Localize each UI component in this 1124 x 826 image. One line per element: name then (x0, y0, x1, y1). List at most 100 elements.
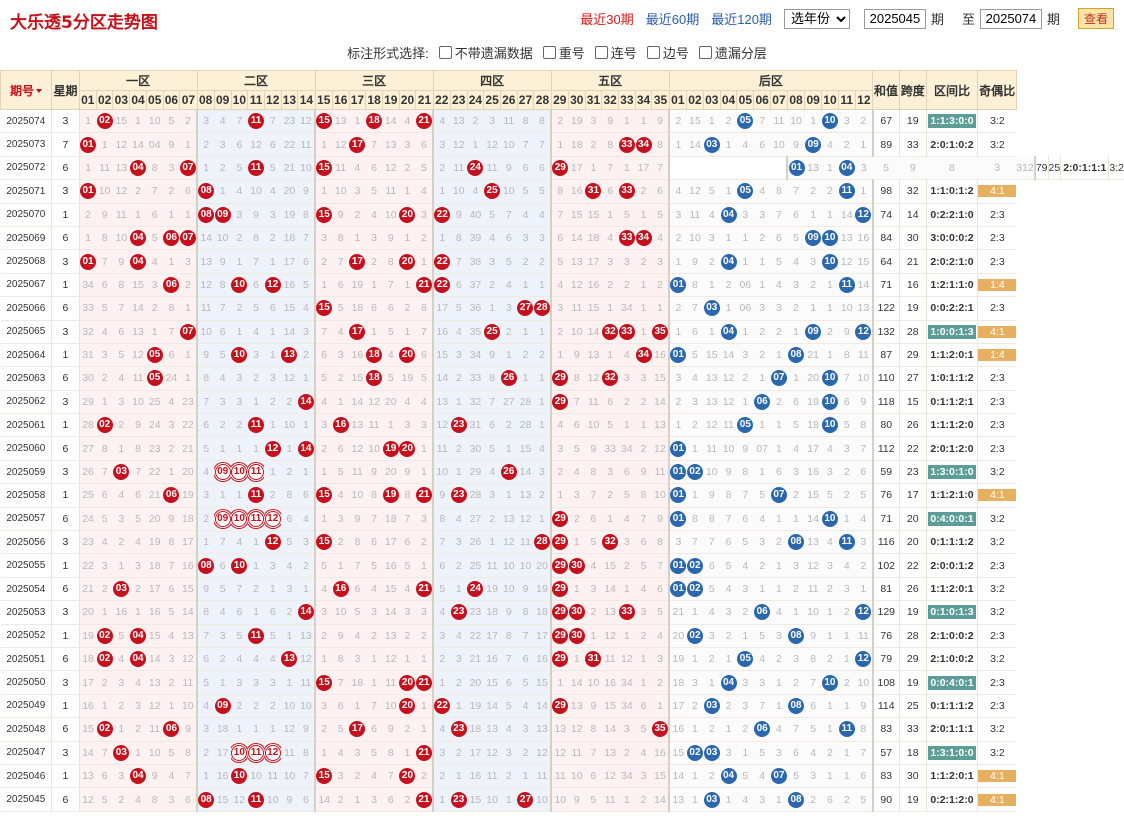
checkbox[interactable] (594, 45, 608, 59)
front-cell-17: 4 (349, 156, 366, 181)
front-cell-22: 2 (433, 764, 451, 789)
back-cell-07: 2 (770, 390, 788, 415)
front-cell-23: 23 (450, 600, 468, 625)
front-cell-13: 23 (281, 109, 298, 134)
front-cell-02: 4 (96, 530, 113, 555)
view-button[interactable]: 查看 (1077, 8, 1114, 29)
odd-even-cell: 3:2 (977, 459, 1017, 485)
front-cell-14: 4 (297, 296, 317, 321)
checkbox[interactable] (438, 45, 452, 59)
red-ball: 15 (316, 674, 333, 691)
back-number-header: 05 (736, 90, 755, 110)
period-to-input[interactable] (979, 8, 1042, 29)
ratio-cell: 2:0:2:1:0 (926, 249, 979, 274)
front-cell-04: 3 (129, 553, 147, 578)
back-cell-04: 1 (720, 179, 737, 204)
front-cell-19: 14 (382, 600, 400, 625)
front-cell-27: 28 (517, 413, 534, 438)
front-cell-13: 19 (281, 203, 298, 227)
option-missing-layer[interactable]: 遗漏分层 (698, 43, 767, 62)
front-cell-10: 10 (231, 273, 248, 298)
front-cell-06: 1 (163, 459, 180, 485)
back-cell-07: 8 (770, 179, 788, 204)
back-cell-12: 5 (855, 483, 874, 508)
back-cell-10: 2 (821, 576, 839, 602)
front-cell-33: 3 (618, 249, 636, 274)
red-ball: 29 (552, 393, 569, 410)
checkbox[interactable] (542, 45, 556, 59)
period-cell: 2025051 (0, 647, 53, 672)
red-ball: 31 (585, 183, 602, 200)
ratio-cell: 0:4:0:0:1 (926, 507, 979, 532)
link-recent-120[interactable]: 最近120期 (711, 12, 772, 27)
sum-cell: 118 (872, 390, 900, 415)
front-cell-07: 23 (179, 390, 199, 415)
red-ball: 15 (316, 768, 333, 785)
option-repeat[interactable]: 重号 (542, 43, 585, 62)
back-cell-01: 01 (669, 436, 687, 461)
back-cell-07: 11 (770, 109, 788, 134)
front-cell-26: 3 (500, 741, 518, 765)
front-cell-19: 1 (382, 413, 400, 438)
col-period[interactable]: 期号 (0, 70, 53, 110)
front-cell-23: 2 (450, 741, 468, 765)
option-no-missing[interactable]: 不带遗漏数据 (438, 43, 533, 62)
front-cell-08: 2 (197, 507, 215, 532)
front-cell-05: 7 (146, 179, 164, 204)
front-cell-03: 13 (112, 156, 130, 181)
front-cell-22: 17 (433, 296, 451, 321)
front-cell-25: 10 (483, 787, 501, 812)
back-cell-05: 9 (736, 436, 754, 461)
front-cell-29: 3 (551, 296, 569, 321)
back-cell-12: 10 (855, 366, 874, 391)
blue-ball: 12 (855, 323, 871, 340)
front-cell-22: 22 (433, 693, 451, 719)
front-number-header: 08 (196, 90, 215, 110)
front-cell-13: 1 (281, 624, 298, 648)
back-cell-08: 1 (787, 320, 805, 344)
link-recent-30[interactable]: 最近30期 (580, 12, 634, 27)
front-cell-27: 5 (517, 670, 534, 695)
front-number-header: 07 (179, 90, 198, 110)
front-cell-26: 10 (500, 576, 518, 602)
ratio-value: 2:1:0:0:2 (930, 653, 974, 666)
front-cell-10: 4 (231, 647, 248, 672)
front-cell-20: 1 (399, 741, 416, 765)
back-cell-08: 3 (787, 273, 805, 298)
red-ball: 01 (80, 253, 97, 270)
red-ball: 29 (552, 604, 569, 621)
ratio-value: 1:1:1:2:0 (930, 419, 974, 432)
back-number-header: 01 (668, 90, 688, 110)
back-cell-11: 2 (838, 459, 856, 485)
odd-even-value: 3:2 (990, 606, 1005, 619)
front-cell-29: 29 (551, 390, 569, 415)
front-cell-02: 7 (96, 249, 113, 274)
front-cell-10: 10 (231, 553, 248, 578)
back-cell-03: 13 (703, 366, 721, 391)
front-cell-06: 3 (163, 156, 180, 181)
front-cell-25: 13 (483, 717, 501, 742)
front-cell-02: 1 (96, 693, 113, 719)
front-cell-07: 11 (179, 670, 199, 695)
ratio-value: 0:0:4:0:1 (928, 675, 976, 690)
front-cell-21: 6 (415, 132, 435, 157)
front-cell-26: 9 (500, 600, 518, 625)
back-cell-08: 3 (787, 647, 805, 672)
checkbox[interactable] (646, 45, 660, 59)
front-cell-12: 1 (264, 459, 282, 485)
front-cell-33: 1 (618, 413, 636, 438)
front-cell-20: 20 (399, 436, 416, 461)
front-cell-25: 4 (483, 459, 501, 485)
year-select[interactable]: 选年份 (783, 8, 850, 29)
sort-icon[interactable] (36, 89, 43, 94)
front-cell-22: 3 (433, 624, 451, 648)
period-from-input[interactable] (863, 8, 926, 29)
back-cell-12: 8 (855, 717, 874, 742)
option-edge[interactable]: 边号 (646, 43, 689, 62)
checkbox[interactable] (698, 45, 712, 59)
link-recent-60[interactable]: 最近60期 (645, 12, 700, 27)
front-cell-12: 3 (264, 553, 282, 578)
front-cell-10: 3 (231, 366, 248, 391)
option-consecutive[interactable]: 连号 (594, 43, 637, 62)
front-cell-35: 15 (651, 366, 671, 391)
